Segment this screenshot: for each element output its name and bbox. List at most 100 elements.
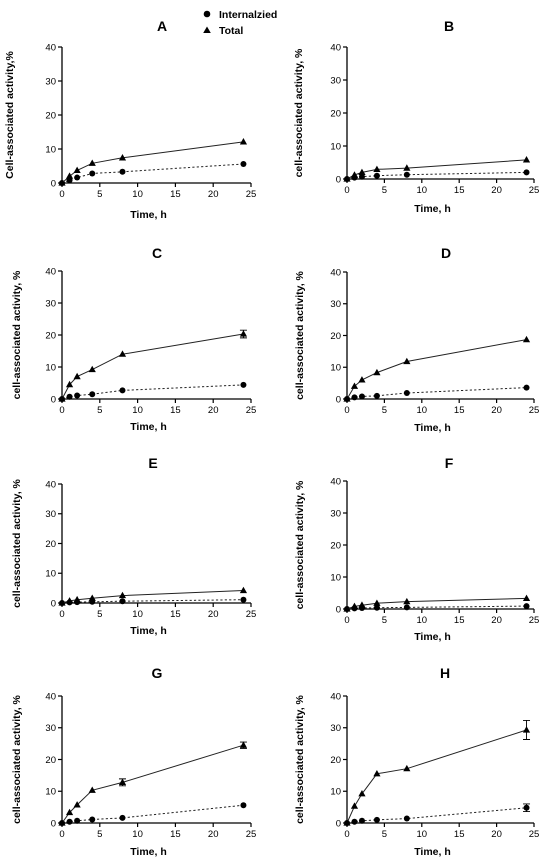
data-point-total (373, 769, 381, 777)
data-point-total (522, 335, 531, 343)
data-point-total (343, 819, 351, 826)
legend-internalized-label: Internalzied (219, 9, 277, 21)
x-axis-title: Time, h (414, 422, 451, 434)
data-point-total (350, 602, 359, 610)
data-point-internalized (240, 802, 247, 809)
y-tick-label: 30 (330, 75, 341, 86)
y-tick-label: 30 (330, 299, 341, 310)
x-tick-label: 20 (491, 185, 502, 196)
y-tick-label: 30 (45, 509, 56, 520)
data-point-total (65, 808, 74, 816)
data-point-total (118, 350, 127, 357)
data-point-total (88, 594, 96, 601)
series-line-internalized (346, 807, 527, 824)
x-tick-label: 10 (417, 405, 428, 416)
y-tick-label: 20 (330, 331, 341, 342)
x-tick-label: 25 (246, 829, 257, 840)
x-tick-label: 0 (344, 185, 349, 196)
y-tick-label: 20 (330, 540, 341, 551)
panel-e: E 0 10 20 30 40 0 5 10 15 20 25 Time, h cell-associat… (11, 455, 256, 637)
data-point-total (65, 597, 74, 604)
x-tick-label: 25 (529, 185, 540, 196)
x-tick-label: 5 (97, 189, 102, 200)
series-line-internalized (61, 163, 244, 184)
y-tick-label: 30 (45, 298, 56, 309)
y-tick-label: 40 (330, 691, 341, 702)
data-point-internalized (119, 168, 126, 175)
y-axis-title: Cell-associated activity,% (4, 51, 16, 179)
panel-title-a: A (157, 18, 167, 34)
data-point-internalized (358, 393, 365, 400)
data-point-total (88, 365, 96, 373)
series-line-total (346, 339, 527, 400)
legend-total-marker (203, 26, 211, 33)
x-tick-label: 0 (59, 189, 64, 200)
x-tick-label: 0 (59, 609, 64, 620)
y-tick-label: 10 (330, 141, 341, 152)
data-point-total (73, 801, 81, 808)
series-line-total (346, 729, 527, 824)
x-tick-label: 15 (454, 405, 465, 416)
y-tick-label: 40 (45, 479, 56, 490)
y-tick-label: 30 (330, 723, 341, 734)
y-tick-label: 10 (330, 787, 341, 798)
x-tick-label: 20 (491, 405, 502, 416)
x-tick-label: 10 (132, 189, 143, 200)
y-tick-label: 20 (330, 755, 341, 766)
x-tick-label: 0 (344, 829, 349, 840)
data-point-internalized (403, 171, 410, 178)
y-tick-label: 30 (45, 723, 56, 734)
y-axis-title: cell-associated activity, % (11, 478, 23, 607)
data-point-total (358, 601, 366, 608)
y-axis-title: cell-associated activity, % (294, 694, 306, 823)
panel-a: A 0 10 20 30 40 0 5 10 15 20 25 Time, h Cell-associat… (4, 18, 256, 221)
y-tick-label: 20 (45, 539, 56, 550)
y-axis-title: cell-associated activity, % (294, 270, 306, 399)
x-tick-label: 15 (170, 405, 181, 416)
panel-title-d: D (441, 245, 451, 261)
data-point-internalized (403, 389, 410, 396)
data-point-total (58, 179, 66, 186)
x-tick-label: 5 (382, 185, 387, 196)
data-point-total (239, 330, 248, 337)
data-point-total (239, 138, 248, 145)
series-line-internalized (61, 804, 244, 824)
x-tick-label: 15 (454, 615, 465, 626)
y-tick-label: 0 (51, 598, 56, 609)
series-line-total (61, 333, 244, 400)
y-tick-label: 40 (45, 42, 56, 53)
x-tick-label: 10 (132, 405, 143, 416)
data-point-total (522, 726, 531, 733)
y-tick-label: 0 (336, 174, 341, 185)
data-point-total (65, 380, 74, 388)
y-tick-label: 40 (330, 476, 341, 487)
x-tick-label: 20 (208, 829, 219, 840)
data-point-total (343, 605, 351, 612)
data-point-total (373, 368, 381, 376)
y-tick-label: 20 (45, 755, 56, 766)
data-point-total (73, 595, 81, 603)
x-tick-label: 10 (417, 615, 428, 626)
panel-title-b: B (444, 18, 454, 34)
data-point-total (358, 376, 366, 383)
data-point-total (350, 802, 359, 809)
data-point-total (88, 786, 96, 793)
x-tick-label: 20 (491, 829, 502, 840)
y-tick-label: 20 (45, 330, 56, 341)
data-point-total (358, 168, 366, 175)
data-point-total (403, 597, 411, 605)
data-point-total (373, 165, 381, 173)
y-tick-label: 30 (45, 76, 56, 87)
series-line-internalized (346, 387, 527, 400)
data-point-total (403, 764, 411, 772)
x-tick-label: 25 (246, 405, 257, 416)
data-point-total (58, 395, 66, 402)
data-point-total (522, 156, 531, 163)
panel-title-g: G (152, 665, 163, 681)
y-tick-label: 10 (45, 569, 56, 580)
data-point-total (403, 164, 411, 171)
x-tick-label: 10 (132, 829, 143, 840)
legend-total-label: Total (219, 25, 243, 37)
y-axis-title: cell-associated activity, % (293, 48, 305, 177)
